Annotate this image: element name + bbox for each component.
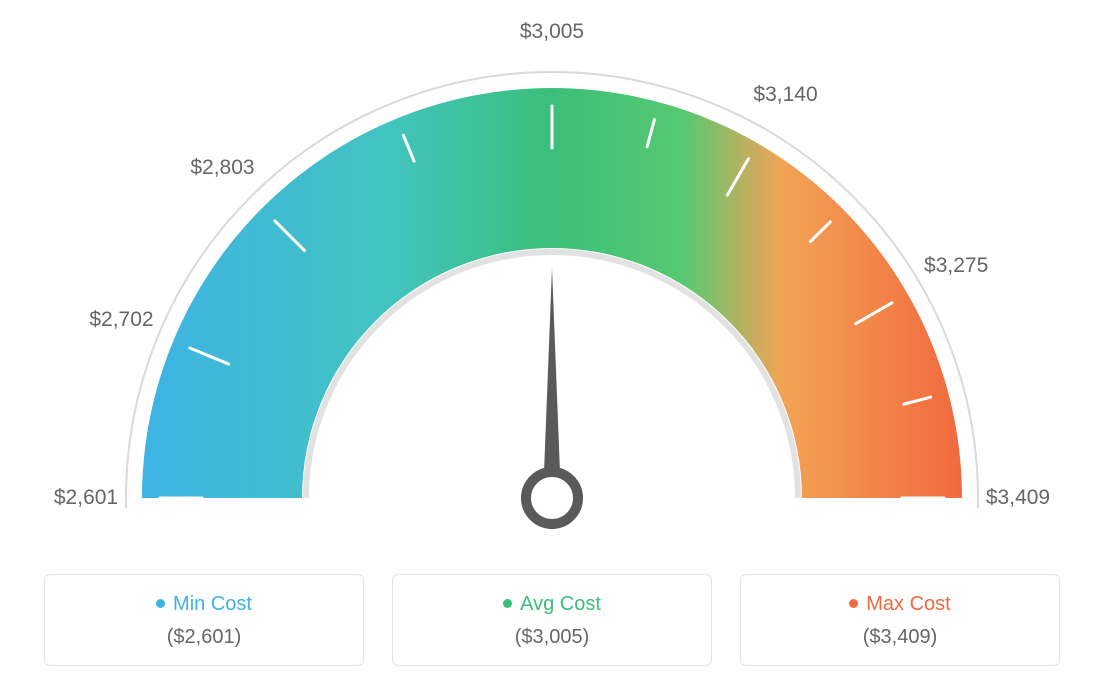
gauge-tick-label: $2,702 — [89, 308, 153, 332]
legend-avg-title: Avg Cost — [413, 593, 691, 616]
legend-dot-min — [156, 599, 165, 608]
gauge-tick-label: $3,275 — [924, 254, 988, 278]
legend-dot-avg — [503, 599, 512, 608]
legend-card-max: Max Cost ($3,409) — [740, 574, 1060, 666]
legend-row: Min Cost ($2,601) Avg Cost ($3,005) Max … — [40, 574, 1064, 666]
gauge-svg — [40, 30, 1064, 530]
gauge-tick-label: $3,140 — [753, 83, 817, 107]
legend-min-label: Min Cost — [173, 593, 252, 615]
legend-max-title: Max Cost — [761, 593, 1039, 616]
legend-max-label: Max Cost — [866, 593, 950, 615]
gauge-tick-label: $2,601 — [54, 486, 118, 510]
legend-min-title: Min Cost — [65, 593, 343, 616]
gauge-tick-label: $3,005 — [520, 20, 584, 44]
gauge-tick-label: $2,803 — [190, 156, 254, 180]
cost-gauge: $2,601$2,702$2,803$3,005$3,140$3,275$3,4… — [40, 30, 1064, 530]
legend-card-avg: Avg Cost ($3,005) — [392, 574, 712, 666]
legend-avg-value: ($3,005) — [413, 626, 691, 649]
legend-avg-label: Avg Cost — [520, 593, 601, 615]
legend-max-value: ($3,409) — [761, 626, 1039, 649]
gauge-tick-label: $3,409 — [986, 486, 1050, 510]
legend-card-min: Min Cost ($2,601) — [44, 574, 364, 666]
legend-dot-max — [849, 599, 858, 608]
legend-min-value: ($2,601) — [65, 626, 343, 649]
